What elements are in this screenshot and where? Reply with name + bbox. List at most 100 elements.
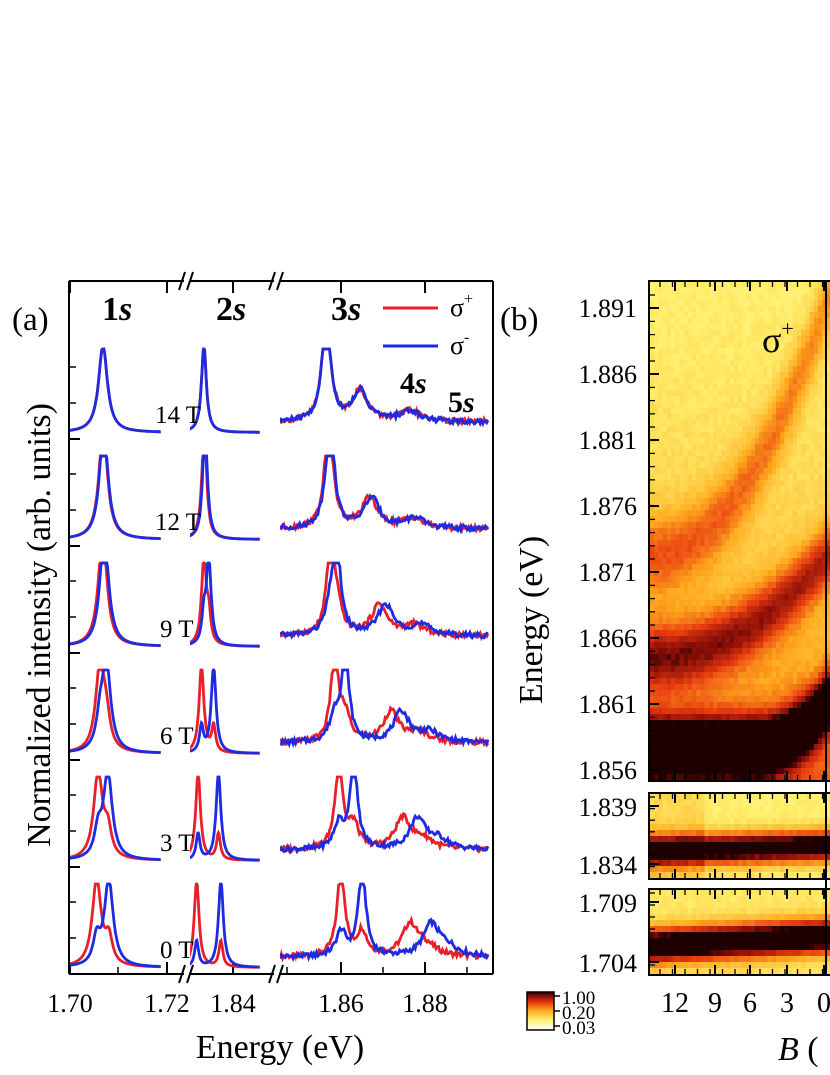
heatmap-cell (784, 390, 789, 397)
heatmap-cell (654, 720, 659, 727)
heatmap-cell (826, 408, 830, 415)
heatmap-cell (750, 300, 756, 307)
heatmap-cell (805, 774, 810, 780)
heatmap-cell (755, 432, 760, 439)
heatmap-cell (734, 756, 739, 763)
heatmap-cell (784, 522, 789, 529)
heatmap-cell (679, 968, 684, 974)
heatmap-cell (784, 438, 789, 445)
heatmap-cell (654, 732, 659, 739)
heatmap-cell (700, 534, 705, 541)
heatmap-cell (805, 866, 810, 873)
heatmap-cell (734, 390, 739, 397)
heatmap-cell (750, 720, 756, 727)
heatmap-cell (767, 438, 773, 445)
heatmap-cell (658, 950, 663, 957)
heatmap-cell (792, 444, 798, 451)
heatmap-cell (650, 546, 655, 553)
heatmap-cell (792, 546, 798, 553)
heatmap-cell (763, 294, 768, 301)
heatmap-cell (792, 330, 798, 337)
heatmap-cell (771, 420, 777, 427)
heatmap-cell (675, 612, 680, 619)
heatmap-cell (738, 426, 743, 433)
heatmap-cell (696, 582, 701, 589)
heatmap-cell (755, 492, 760, 499)
heatmap-cell (734, 522, 739, 529)
heatmap-cell (788, 738, 794, 745)
heatmap-cell (763, 384, 768, 391)
heatmap-cell (818, 908, 823, 915)
heatmap-cell (813, 848, 819, 855)
heatmap-cell (767, 564, 773, 571)
heatmap-cell (818, 414, 823, 421)
heatmap-cell (792, 774, 798, 780)
heatmap-cell (763, 642, 768, 649)
heatmap-cell (746, 468, 752, 475)
heatmap-cell (713, 564, 718, 571)
heatmap-cell (721, 968, 726, 974)
heatmap-cell (696, 774, 701, 780)
heatmap-cell (734, 444, 739, 451)
heatmap-cell (780, 666, 785, 673)
heatmap-cell (776, 830, 781, 837)
heatmap-cell (792, 432, 798, 439)
heatmap-cell (671, 642, 676, 649)
heatmap-cell (780, 324, 785, 331)
heatmap-cell (797, 738, 802, 745)
heatmap-cell (734, 354, 739, 361)
heatmap-cell (696, 648, 701, 655)
heatmap-cell (771, 366, 777, 373)
heatmap-cell (767, 294, 773, 301)
heatmap-cell (658, 372, 663, 379)
heatmap-cell (700, 738, 705, 745)
heatmap-cell (734, 956, 739, 963)
heatmap-cell (729, 896, 735, 903)
heatmap-cell (654, 818, 659, 825)
heatmap-cell (826, 842, 830, 849)
heatmap-cell (801, 282, 806, 289)
heatmap-cell (658, 516, 663, 523)
heatmap-cell (700, 546, 705, 553)
heatmap-cell (801, 800, 806, 807)
heatmap-cell (721, 450, 726, 457)
heatmap-cell (797, 812, 802, 819)
heatmap-cell (826, 962, 830, 969)
heatmap-cell (809, 522, 815, 529)
heatmap-cell (721, 378, 726, 385)
heatmap-cell (721, 318, 726, 325)
heatmap-cell (713, 498, 718, 505)
heatmap-cell (650, 462, 655, 469)
heatmap-cell (780, 498, 785, 505)
heatmap-cell (700, 576, 705, 583)
heatmap-cell (750, 390, 756, 397)
heatmap-cell (679, 800, 684, 807)
heatmap-cell (759, 408, 764, 415)
heatmap-cell (755, 824, 760, 831)
heatmap-cell (704, 624, 710, 631)
heatmap-cell (784, 546, 789, 553)
heatmap-cell (717, 624, 722, 631)
heatmap-cell (717, 306, 722, 313)
heatmap-cell (767, 312, 773, 319)
heatmap-cell (700, 582, 705, 589)
heatmap-cell (767, 866, 773, 873)
heatmap-cell (725, 932, 731, 939)
heatmap-cell (666, 938, 672, 945)
heatmap-cell (725, 306, 731, 313)
heatmap-cell (725, 956, 731, 963)
heatmap-cell (729, 462, 735, 469)
heatmap-cell (717, 324, 722, 331)
heatmap-cell (696, 762, 701, 769)
heatmap-cell (696, 660, 701, 667)
heatmap-cell (792, 726, 798, 733)
heatmap-cell (767, 920, 773, 927)
heatmap-cell (721, 926, 726, 933)
heatmap-cell (759, 576, 764, 583)
heatmap-cell (801, 690, 806, 697)
heatmap-cell (666, 306, 672, 313)
heatmap-cell (809, 306, 815, 313)
heatmap-cell (658, 642, 663, 649)
heatmap-cell (662, 818, 668, 825)
heatmap-cell (801, 908, 806, 915)
